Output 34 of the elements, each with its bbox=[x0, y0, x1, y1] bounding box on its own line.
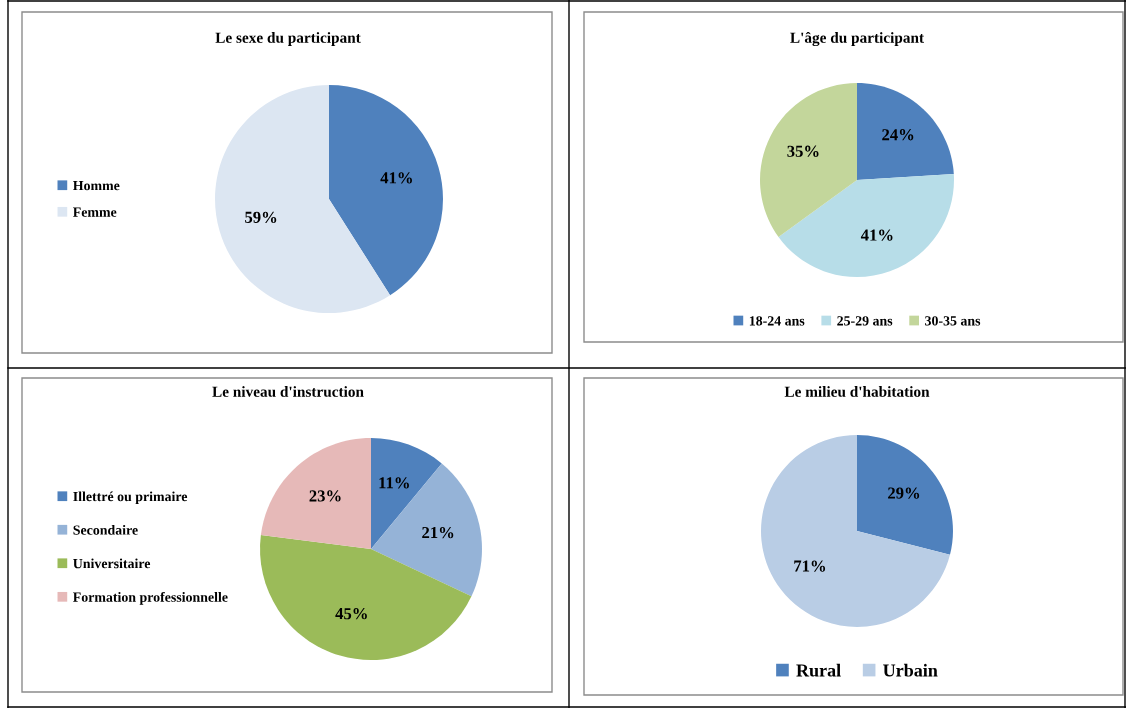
data-label: 41% bbox=[860, 229, 893, 241]
legend-label: Illettré ou primaire bbox=[73, 491, 188, 505]
pie-slice bbox=[857, 435, 953, 555]
legend-label: Urbain bbox=[883, 663, 938, 677]
legend-label: Universitaire bbox=[73, 558, 151, 569]
pie-slice bbox=[260, 438, 371, 549]
data-label: 41% bbox=[380, 172, 412, 184]
chart-title: Le milieu d'habitation bbox=[784, 386, 930, 397]
pie-slice bbox=[760, 83, 857, 238]
data-label: 71% bbox=[794, 560, 826, 572]
pie-slice bbox=[761, 435, 950, 627]
data-label: 11% bbox=[379, 477, 409, 489]
chart-title: Le sexe du participant bbox=[215, 32, 361, 46]
chart-title: Le niveau d'instruction bbox=[212, 386, 364, 397]
chart-title: L'âge du participant bbox=[790, 31, 924, 47]
data-label: 59% bbox=[245, 211, 277, 223]
legend-label: Femme bbox=[73, 207, 117, 217]
data-label: 29% bbox=[888, 487, 920, 499]
pie-slice bbox=[857, 83, 954, 180]
data-label: 23% bbox=[309, 490, 341, 502]
pie-slice bbox=[329, 85, 443, 296]
legend-label: 30-35 ans bbox=[925, 316, 981, 326]
legend-label: 25-29 ans bbox=[837, 316, 893, 326]
pie-slice bbox=[371, 463, 482, 597]
data-label: 45% bbox=[335, 608, 367, 620]
legend-label: Rural bbox=[796, 663, 841, 677]
legend-label: 18-24 ans bbox=[749, 316, 805, 326]
legend-label: Formation professionnelle bbox=[73, 591, 228, 605]
legend-label: Secondaire bbox=[73, 524, 138, 535]
data-label: 21% bbox=[422, 526, 454, 539]
data-label: 24% bbox=[882, 129, 914, 141]
data-label: 35% bbox=[787, 145, 819, 157]
legend-label: Homme bbox=[73, 181, 120, 191]
pie-slice bbox=[778, 173, 954, 277]
